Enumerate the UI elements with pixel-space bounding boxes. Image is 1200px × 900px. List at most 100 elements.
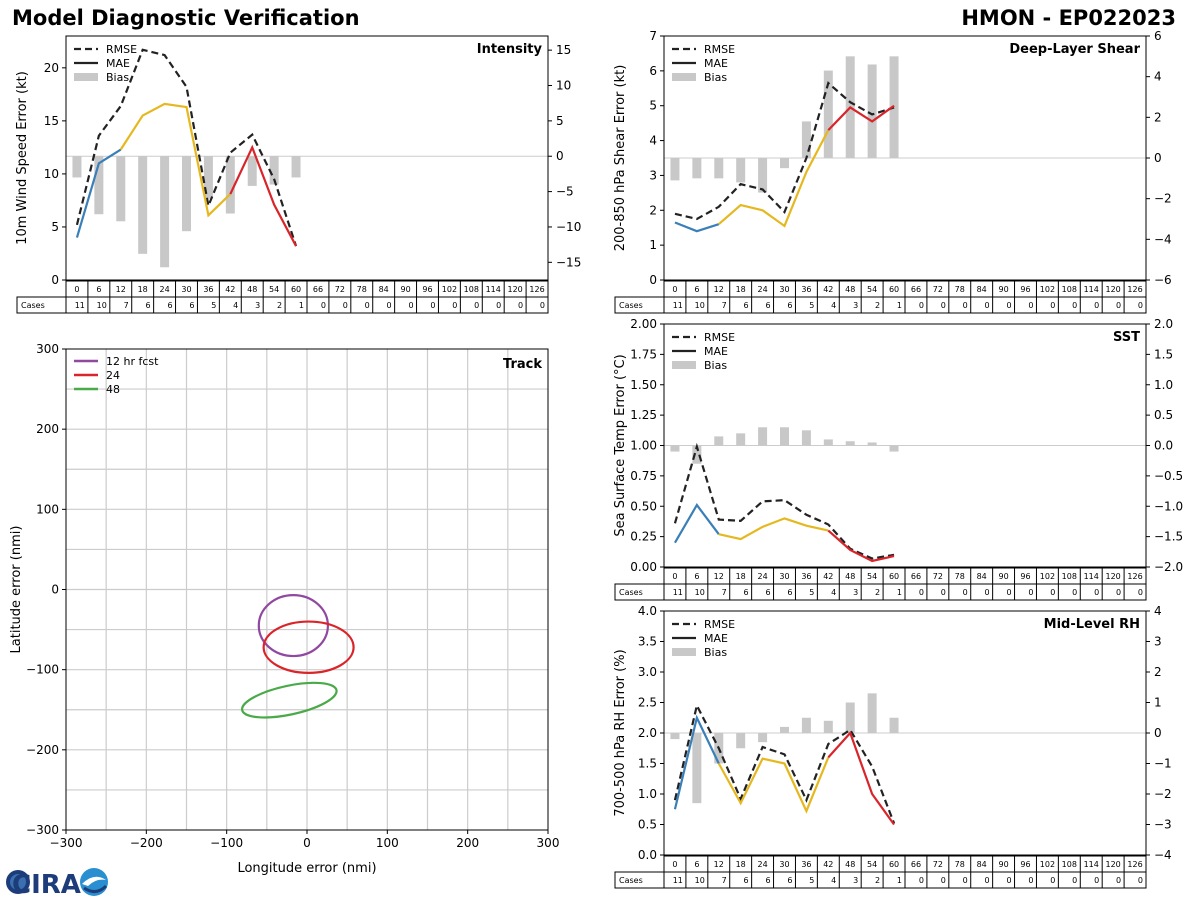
hour-label: 42 — [823, 285, 833, 294]
y-tick-label: 15 — [44, 114, 59, 128]
error-ellipse — [262, 620, 355, 674]
case-count: 0 — [430, 301, 435, 310]
case-count: 4 — [831, 588, 836, 597]
mae-line-segment — [827, 730, 895, 826]
hour-label: 72 — [933, 572, 943, 581]
hour-label: 66 — [911, 285, 921, 294]
bias-bar — [736, 158, 746, 183]
bias-bar — [269, 156, 279, 185]
hour-label: 108 — [464, 285, 479, 294]
panel-track: −300 −200 −100 0 100 200 300 −300 −200 −100 0 100 20… — [9, 342, 559, 876]
y-tick-label: 0 — [51, 583, 59, 597]
case-count: 0 — [1094, 301, 1099, 310]
case-count: 0 — [985, 588, 990, 597]
bias-bar — [823, 70, 833, 158]
hour-label: 48 — [845, 572, 855, 581]
hour-label: 12 — [714, 860, 724, 869]
legend-label: 12 hr fcst — [106, 355, 159, 368]
legend-mae-label: MAE — [704, 632, 728, 645]
case-count: 1 — [299, 301, 304, 310]
case-count: 0 — [919, 588, 924, 597]
case-count: 7 — [722, 588, 727, 597]
y-tick-label: 1.00 — [630, 439, 657, 453]
case-count: 0 — [1138, 876, 1143, 885]
bias-bar — [758, 733, 768, 743]
y2-tick-label: 1.5 — [1154, 347, 1173, 361]
y2-tick-label: −1.5 — [1154, 530, 1183, 544]
case-count: 0 — [321, 301, 326, 310]
x-tick-label: −100 — [210, 836, 243, 850]
hour-label: 72 — [933, 285, 943, 294]
case-count: 2 — [277, 301, 282, 310]
bias-bar — [889, 445, 899, 452]
hour-label: 54 — [867, 572, 877, 581]
case-count: 4 — [831, 301, 836, 310]
y2-tick-label: 6 — [1154, 29, 1162, 43]
case-count: 6 — [167, 301, 172, 310]
logo-text: CIRA — [12, 870, 81, 898]
bias-bar — [736, 733, 746, 749]
case-count: 6 — [744, 588, 749, 597]
hour-label: 102 — [1040, 860, 1055, 869]
rmse-line — [674, 81, 895, 221]
panel-title: Intensity — [477, 42, 543, 57]
y-tick-label: 7 — [649, 29, 657, 43]
case-count: 1 — [897, 301, 902, 310]
case-count: 0 — [1050, 588, 1055, 597]
x-tick-label: 200 — [456, 836, 479, 850]
case-count: 0 — [1072, 588, 1077, 597]
cases-label: Cases — [619, 876, 643, 885]
case-count: 0 — [1006, 588, 1011, 597]
bias-bar — [160, 156, 170, 268]
bias-bar — [758, 427, 768, 446]
hour-label: 24 — [757, 572, 767, 581]
legend-label: 24 — [106, 369, 120, 382]
x-tick-label: −300 — [50, 836, 83, 850]
bias-bar — [692, 158, 702, 179]
hour-label: 36 — [203, 285, 213, 294]
x-axis-label: Longitude error (nmi) — [237, 861, 376, 876]
y-tick-label: 1.0 — [638, 787, 657, 801]
panel-title: Mid-Level RH — [1044, 617, 1140, 632]
hour-label: 42 — [225, 285, 235, 294]
case-count: 11 — [75, 301, 85, 310]
hour-label: 108 — [1062, 285, 1077, 294]
hour-label: 6 — [694, 860, 699, 869]
cases-row — [614, 296, 1147, 314]
case-count: 0 — [985, 876, 990, 885]
case-count: 0 — [496, 301, 501, 310]
hour-label: 18 — [138, 285, 148, 294]
case-count: 0 — [365, 301, 370, 310]
bias-bar — [845, 441, 855, 446]
y2-tick-label: −1.0 — [1154, 499, 1183, 513]
hour-label: 114 — [1084, 860, 1099, 869]
case-count: 0 — [1006, 301, 1011, 310]
case-count: 0 — [1116, 588, 1121, 597]
y2-tick-label: −4 — [1154, 848, 1172, 862]
y2-tick-label: −6 — [1154, 273, 1172, 287]
case-count: 2 — [875, 301, 880, 310]
hour-label: 18 — [736, 860, 746, 869]
page-title: Model Diagnostic Verification — [12, 6, 360, 30]
hour-label: 108 — [1062, 860, 1077, 869]
case-count: 0 — [1028, 876, 1033, 885]
case-count: 11 — [673, 588, 683, 597]
y-tick-label: 200 — [36, 422, 59, 436]
hour-label: 6 — [96, 285, 101, 294]
y-tick-label: 100 — [36, 502, 59, 516]
case-count: 0 — [919, 301, 924, 310]
case-count: 3 — [853, 876, 858, 885]
hour-label: 120 — [507, 285, 522, 294]
y2-tick-label: 10 — [556, 79, 571, 93]
legend-bias-swatch — [672, 73, 696, 81]
bias-bar — [780, 427, 789, 446]
cases-row — [614, 583, 1147, 601]
y-tick-label: 3 — [649, 168, 657, 182]
legend-rmse-label: RMSE — [704, 618, 735, 631]
bias-bar — [845, 702, 855, 733]
hour-label: 120 — [1105, 860, 1120, 869]
bias-bar — [867, 64, 877, 158]
bias-bar — [889, 717, 899, 733]
y-tick-label: 2.0 — [638, 726, 657, 740]
hour-label: 66 — [911, 572, 921, 581]
